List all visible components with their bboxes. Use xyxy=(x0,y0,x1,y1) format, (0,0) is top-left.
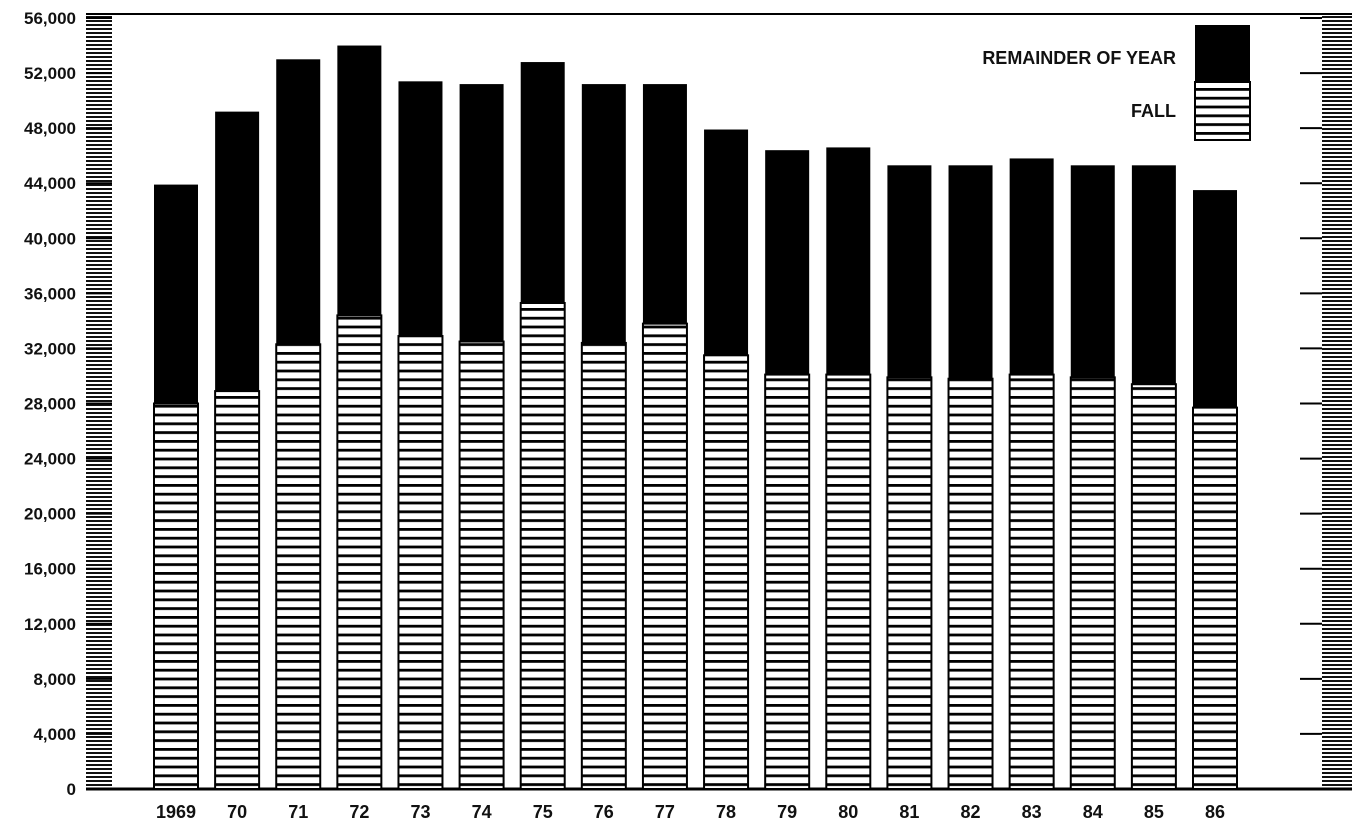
x-tick-label: 72 xyxy=(349,802,369,822)
bar-fall xyxy=(397,335,444,790)
x-tick-label: 77 xyxy=(655,802,675,822)
bar-remainder-of-year xyxy=(581,84,626,343)
bar-fall xyxy=(153,402,199,790)
legend-swatch-remainder-of-year xyxy=(1195,25,1250,82)
bar-remainder-of-year xyxy=(826,147,871,375)
bar-remainder-of-year xyxy=(398,81,443,337)
legend-label-remainder-of-year: REMAINDER OF YEAR xyxy=(982,48,1176,68)
bar-fall xyxy=(1069,376,1116,790)
y-tick-label: 4,000 xyxy=(33,725,76,744)
y-tick-label: 16,000 xyxy=(24,560,76,579)
x-tick-label: 84 xyxy=(1083,802,1103,822)
x-tick-label: 76 xyxy=(594,802,614,822)
bar-fall xyxy=(703,354,750,790)
bar-fall xyxy=(886,376,933,790)
bar-fall xyxy=(275,343,322,790)
right-edge-bar xyxy=(1322,14,1352,790)
x-tick-label: 82 xyxy=(961,802,981,822)
bar-remainder-of-year xyxy=(642,84,687,324)
bar-remainder-of-year xyxy=(887,165,932,378)
bar-remainder-of-year xyxy=(1193,190,1237,408)
x-tick-label: 79 xyxy=(777,802,797,822)
x-tick-label: 78 xyxy=(716,802,736,822)
bar-fall xyxy=(947,377,994,790)
y-tick-label: 28,000 xyxy=(24,395,76,414)
bar-remainder-of-year xyxy=(765,150,810,375)
bar-remainder-of-year xyxy=(1131,165,1176,385)
x-tick-label: 75 xyxy=(533,802,553,822)
bar-remainder-of-year xyxy=(704,129,749,356)
bar-remainder-of-year xyxy=(1009,158,1054,375)
x-tick-label: 70 xyxy=(227,802,247,822)
y-axis: 0 4,000 8,000 12,000 16,000 20,000 24,000 28,00… xyxy=(24,9,1322,799)
bar-remainder-of-year xyxy=(520,62,565,303)
bar-remainder-of-year xyxy=(459,84,504,342)
x-tick-label: 85 xyxy=(1144,802,1164,822)
bar-fall xyxy=(580,341,627,790)
bar-remainder-of-year xyxy=(948,165,993,379)
bar-remainder-of-year xyxy=(215,111,260,392)
y-tick-label: 48,000 xyxy=(24,119,76,138)
bar-fall xyxy=(519,301,566,790)
bar-fall xyxy=(1130,383,1177,790)
bar-fall xyxy=(214,390,261,790)
bar-remainder-of-year xyxy=(1070,165,1115,378)
y-tick-label: 20,000 xyxy=(24,505,76,524)
bar-fall xyxy=(336,314,383,790)
y-tick-label: 24,000 xyxy=(24,450,76,469)
x-tick-label: 81 xyxy=(899,802,919,822)
y-tick-label: 12,000 xyxy=(24,615,76,634)
x-tick-label: 80 xyxy=(838,802,858,822)
legend: REMAINDER OF YEAR FALL xyxy=(982,25,1251,141)
bar-remainder-of-year xyxy=(154,184,198,404)
bars-group xyxy=(153,45,1238,790)
x-tick-label: 71 xyxy=(288,802,308,822)
bar-fall xyxy=(825,373,872,790)
bar-fall xyxy=(1008,373,1055,790)
x-tick-label: 86 xyxy=(1205,802,1225,822)
y-tick-label: 56,000 xyxy=(24,9,76,28)
x-tick-label: 73 xyxy=(410,802,430,822)
bar-fall xyxy=(764,373,811,790)
bar-fall xyxy=(1192,406,1238,790)
bar-fall xyxy=(458,340,505,790)
y-tick-label: 0 xyxy=(67,780,76,799)
x-axis: 1969 70 71 72 73 74 75 76 77 78 79 80 81 82 83 84 85 86 xyxy=(156,802,1225,822)
y-tick-label: 40,000 xyxy=(24,229,76,248)
y-tick-label: 44,000 xyxy=(24,174,76,193)
x-tick-label: 1969 xyxy=(156,802,196,822)
y-tick-label: 8,000 xyxy=(33,670,76,689)
legend-swatch-fall xyxy=(1194,81,1251,141)
bar-fall xyxy=(641,322,688,790)
x-tick-label: 74 xyxy=(472,802,492,822)
x-tick-label: 83 xyxy=(1022,802,1042,822)
bar-remainder-of-year xyxy=(337,45,382,316)
left-edge-bar xyxy=(86,14,112,790)
y-tick-label: 32,000 xyxy=(24,339,76,358)
legend-label-fall: FALL xyxy=(1131,101,1176,121)
y-tick-label: 52,000 xyxy=(24,64,76,83)
bar-remainder-of-year xyxy=(276,59,321,345)
y-tick-label: 36,000 xyxy=(24,284,76,303)
